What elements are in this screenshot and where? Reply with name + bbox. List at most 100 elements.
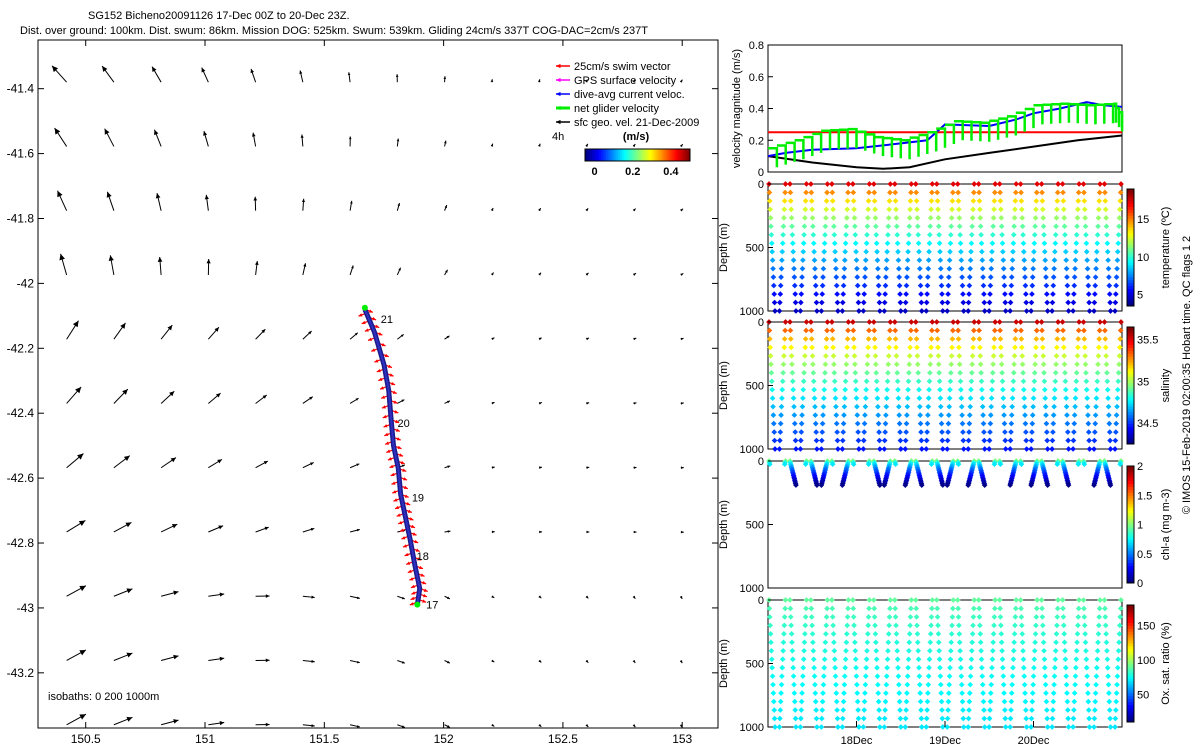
profile-point: [1033, 206, 1039, 213]
geostrophic-arrowhead: [356, 596, 360, 600]
profile-point: [1050, 420, 1057, 427]
profile-point: [906, 231, 912, 238]
profile-point: [862, 673, 869, 680]
profile-point: [981, 429, 987, 435]
profile-point: [829, 319, 835, 325]
geostrophic-arrowhead: [680, 208, 684, 212]
geostrophic-arrowhead: [262, 394, 267, 399]
colorbar-cell: [1127, 542, 1134, 546]
depth-y-tick-label: 1000: [740, 444, 764, 456]
profile-point: [1095, 361, 1101, 368]
profile-point: [841, 673, 848, 680]
geostrophic-arrowhead: [155, 193, 161, 199]
profile-point: [950, 597, 957, 603]
profile-point: [1017, 319, 1024, 325]
profile-point: [1020, 647, 1026, 654]
profile-point: [979, 386, 985, 393]
profile-point: [927, 353, 934, 359]
profile-point: [977, 215, 984, 221]
profile-point: [865, 344, 872, 351]
profile-point: [823, 622, 830, 629]
profile-point: [801, 361, 808, 368]
profile-point: [864, 647, 870, 654]
profile-point: [829, 327, 836, 334]
profile-point: [866, 181, 873, 187]
profile-point: [1031, 664, 1037, 671]
profile-point: [946, 395, 953, 402]
colorbar-cell: [1127, 327, 1134, 331]
profile-point: [874, 395, 881, 402]
profile-point: [1080, 181, 1087, 187]
profile-point: [948, 639, 955, 646]
profile-point: [769, 257, 776, 264]
profile-point: [1075, 461, 1082, 468]
profile-point: [928, 206, 934, 213]
profile-point: [1114, 386, 1121, 393]
profile-point: [778, 690, 784, 696]
profile-point: [767, 206, 774, 213]
profile-point: [895, 395, 902, 402]
colorbar-cell: [1127, 356, 1134, 360]
profile-point: [800, 664, 807, 671]
profile-point: [782, 319, 789, 325]
profile-point: [830, 206, 836, 213]
colorbar-cell: [688, 149, 691, 161]
profile-point: [1085, 429, 1092, 435]
profile-point: [971, 597, 978, 603]
colorbar-cell: [1127, 206, 1134, 210]
swim-vector-head: [361, 320, 366, 325]
profile-point: [903, 291, 909, 297]
profile-point: [1010, 647, 1017, 654]
profile-point: [829, 461, 836, 468]
geostrophic-arrowhead: [538, 402, 542, 405]
profile-point: [933, 597, 940, 603]
profile-point: [1083, 232, 1089, 238]
swim-vector-head: [411, 591, 416, 595]
profile-point: [1082, 631, 1088, 637]
profile-point: [1117, 327, 1124, 334]
profile-point: [1059, 319, 1066, 325]
colorbar-tick-label: 0.5: [1137, 549, 1152, 561]
geostrophic-arrowhead: [75, 386, 82, 394]
profile-point: [908, 181, 915, 187]
profile-point: [989, 240, 996, 247]
swim-vector-head: [368, 337, 372, 341]
profile-point: [939, 291, 945, 297]
colorbar-cell: [588, 149, 591, 161]
colorbar-cell: [648, 149, 651, 161]
profile-point: [908, 327, 914, 334]
geostrophic-arrowhead: [251, 132, 256, 137]
profile-point: [902, 308, 909, 314]
colorbar-cell: [1127, 663, 1134, 667]
profile-point: [787, 198, 794, 204]
profile-point: [918, 437, 925, 444]
geostrophic-arrowhead: [446, 400, 450, 404]
colorbar-cell: [1127, 426, 1134, 430]
geostrophic-arrowhead: [123, 455, 130, 461]
profile-point: [938, 274, 944, 280]
profile-point: [1084, 673, 1090, 680]
profile-point: [913, 189, 920, 196]
profile-point: [893, 622, 899, 629]
profile-point: [1018, 344, 1025, 351]
profile-point: [802, 336, 809, 342]
profile-point: [819, 707, 826, 713]
colorbar-cell: [679, 149, 682, 161]
profile-point: [791, 412, 798, 418]
swim-vector-head: [400, 460, 405, 465]
colorbar-cell: [1127, 562, 1134, 566]
colorbar-cell: [1127, 471, 1134, 476]
profile-point: [997, 614, 1004, 620]
geostrophic-arrowhead: [102, 66, 108, 72]
profile-point: [1065, 715, 1071, 722]
depth-panel-frame: [767, 460, 1123, 589]
profile-point: [853, 386, 859, 393]
profile-point: [1009, 403, 1016, 410]
colorbar-cell: [1127, 435, 1134, 439]
geostrophic-arrowhead: [585, 79, 588, 83]
profile-point: [820, 265, 827, 272]
profile-point: [1105, 403, 1112, 410]
profile-point: [843, 639, 850, 646]
geostrophic-arrowhead: [347, 72, 351, 76]
profile-point: [934, 605, 941, 612]
